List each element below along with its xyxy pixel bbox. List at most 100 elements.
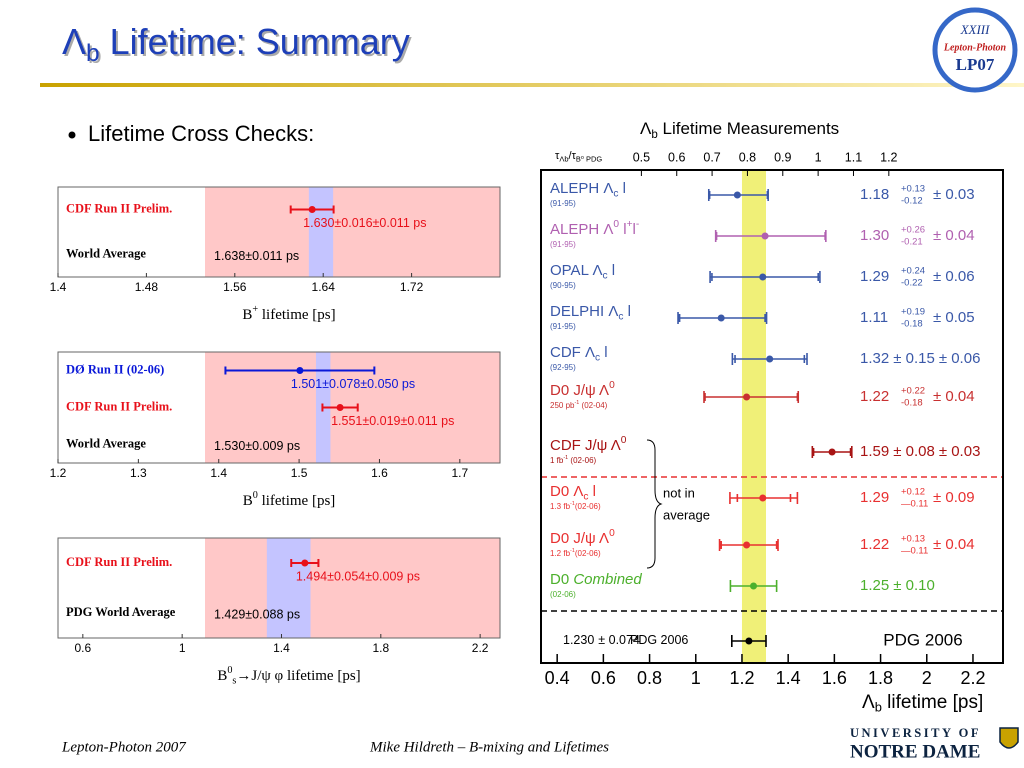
row-label: ALEPH Λ0 l+l- — [550, 219, 639, 238]
text-segment: (90-95) — [550, 281, 576, 290]
err-up: +0.24 — [901, 266, 925, 277]
value: 1.25 — [860, 577, 889, 594]
text-segment: (02-06) — [568, 456, 596, 465]
university-name: NOTRE DAME — [850, 741, 980, 762]
text-segment: CDF J/ψ Λ — [550, 437, 621, 454]
university-line: UNIVERSITY OF — [850, 726, 981, 740]
stat-error: ± 0.10 — [893, 577, 935, 594]
x-tick-label: 0.6 — [74, 641, 91, 655]
row-label: World Average — [66, 436, 146, 450]
value-text: 1.59 ± 0.08 ± 0.03 — [860, 443, 980, 460]
err-down: -0.12 — [901, 196, 923, 207]
average-band — [741, 170, 766, 663]
data-point — [761, 232, 769, 240]
row-label: DØ Run II (02-06) — [66, 362, 164, 376]
err-down: —0.11 — [901, 499, 928, 510]
syst-error: ± 0.09 — [933, 489, 975, 506]
text-segment: + — [252, 304, 258, 315]
row-label: CDF J/ψ Λ0 — [550, 435, 627, 454]
data-point — [828, 448, 836, 456]
chart-title: Λb Lifetime Measurements — [640, 119, 839, 141]
text-segment: 1.2 fb — [550, 549, 571, 558]
x-tick-label: 0.4 — [545, 668, 570, 688]
text-segment: 1.3 fb — [550, 502, 571, 511]
text-segment: b — [875, 700, 882, 715]
text-segment: Combined — [573, 571, 642, 588]
x2-tick-label: 0.9 — [774, 150, 791, 164]
logo-text: XXIII — [960, 22, 991, 37]
x2-tick-label: 1 — [815, 150, 822, 164]
x2-tick-label: 0.7 — [703, 150, 720, 164]
text-segment: Λ — [640, 119, 652, 138]
stat-error: ± 0.074 — [598, 633, 640, 647]
forest-chart: DØ Run II (02-06) 1.501±0.078±0.050 ps CDF… — [50, 351, 501, 509]
text-segment: (02-06) — [575, 549, 601, 558]
conference-logo: XXIII Lepton-Photon LP07 — [932, 7, 1018, 93]
syst-error: ± 0.06 — [939, 350, 981, 367]
value-label: 1.551±0.019±0.011 ps — [331, 414, 454, 428]
text-segment: Lifetime: Summary — [100, 21, 410, 62]
x-tick-label: 1.72 — [400, 280, 424, 294]
err-down: -0.22 — [901, 278, 923, 289]
err-down: -0.18 — [901, 319, 923, 330]
text-segment: -1 — [570, 501, 575, 507]
value-text: 1.30 — [860, 227, 889, 244]
row-detail: (92-95) — [550, 363, 576, 372]
row-label: D0 J/ψ Λ0 — [550, 380, 615, 399]
stat-error: ± 0.15 — [893, 350, 935, 367]
footer-center: Mike Hildreth – B-mixing and Lifetimes — [369, 739, 609, 755]
text-segment: τ — [555, 150, 560, 162]
text-segment: s — [232, 676, 236, 687]
text-segment: (92-95) — [550, 363, 576, 372]
err-up: +0.13 — [901, 184, 925, 195]
text-segment: ALEPH Λ — [550, 180, 613, 197]
row-detail: (91-95) — [550, 199, 576, 208]
row-detail: (91-95) — [550, 322, 576, 331]
charts: CDF Run II Prelim. 1.630±0.016±0.011 ps Wo… — [50, 119, 1004, 715]
err-up: +0.26 — [901, 225, 925, 236]
data-point — [296, 367, 304, 374]
text-segment: DELPHI Λ — [550, 303, 618, 320]
value-text: 1.22 — [860, 536, 889, 553]
text-segment: l — [623, 303, 631, 320]
row-detail: (91-95) — [550, 240, 576, 249]
data-point — [745, 637, 753, 645]
err-down: —0.11 — [901, 546, 928, 557]
x-tick-label: 1.4 — [210, 466, 227, 480]
text-segment: l — [618, 180, 626, 197]
logo-text: LP07 — [956, 55, 995, 74]
annotation: average — [663, 507, 710, 522]
error-bar — [703, 391, 800, 403]
value-text: 1.29 — [860, 268, 889, 285]
row-detail: 1 fb-1 (02-06) — [550, 455, 597, 465]
plot-frame — [540, 169, 1004, 664]
stat-error: ± 0.08 — [893, 443, 935, 460]
text-segment: Λb — [559, 154, 568, 163]
row-label: OPAL Λc l — [550, 262, 615, 281]
text-segment: Λ — [62, 21, 86, 62]
x2-tick-label: 0.5 — [633, 150, 650, 164]
band-label: 1.530±0.009 ps — [214, 439, 300, 453]
x-tick-label: 1.4 — [50, 280, 67, 294]
x-tick-label: 1.6 — [371, 466, 388, 480]
syst-error: ± 0.06 — [933, 268, 975, 285]
text-segment: B — [217, 668, 227, 684]
x-tick-label: 1.8 — [372, 641, 389, 655]
text-segment: B — [243, 493, 253, 509]
data-point — [336, 404, 344, 411]
x-tick-label: 1.64 — [312, 280, 336, 294]
value-text: 1.11 — [860, 309, 888, 326]
text-segment: l — [633, 221, 636, 238]
row-detail: 1.2 fb-1(02-06) — [550, 548, 601, 558]
x-tick-label: 2.2 — [960, 668, 985, 688]
text-segment: D0 J/ψ Λ — [550, 382, 609, 399]
x-tick-label: 2.2 — [472, 641, 489, 655]
row-label: ALEPH Λc l — [550, 180, 626, 199]
row-detail: (02-06) — [550, 590, 576, 599]
data-point — [766, 355, 774, 363]
logo-ring — [932, 7, 1018, 93]
band-label: 1.429±0.088 ps — [214, 607, 300, 621]
data-point — [308, 206, 316, 213]
err-up: +0.22 — [901, 386, 925, 397]
